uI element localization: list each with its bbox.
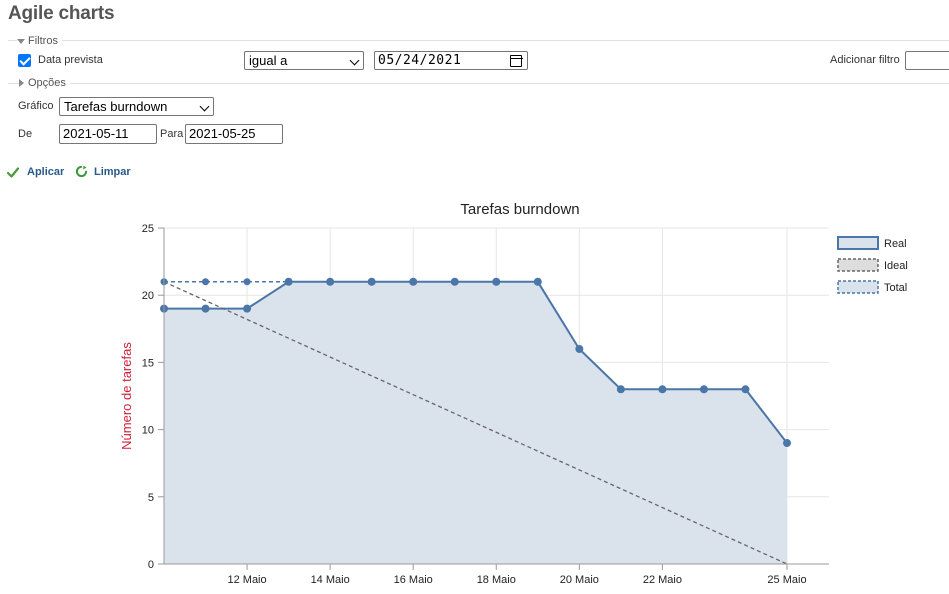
data-point-real <box>783 439 791 448</box>
data-point-total <box>285 278 293 286</box>
chart-title: Tarefas burndown <box>460 201 579 218</box>
grafico-label: Gráfico <box>18 100 54 112</box>
y-tick-label: 10 <box>142 425 154 437</box>
de-label: De <box>18 128 33 140</box>
y-tick-label: 20 <box>142 290 154 302</box>
date-to-value: 2021-05-25 <box>189 126 256 141</box>
data-point-real <box>492 277 501 286</box>
clear-link[interactable]: Limpar <box>94 166 131 178</box>
add-filter-select[interactable] <box>905 51 949 70</box>
para-label: Para <box>160 128 184 140</box>
series-line-real <box>164 280 788 444</box>
options-legend[interactable]: Opções <box>19 77 70 89</box>
y-tick-label: 25 <box>142 223 154 235</box>
date-from-input[interactable]: 2021-05-11 <box>59 124 157 144</box>
x-tick-label: 22 Maio <box>643 574 682 586</box>
chart-type-select[interactable]: Tarefas burndown <box>59 97 214 116</box>
filters-divider <box>8 40 949 41</box>
legend-label-total: Total <box>884 282 907 294</box>
apply-link[interactable]: Aplicar <box>27 166 65 178</box>
x-tick-label: 14 Maio <box>311 574 350 586</box>
data-prevista-label: Data prevista <box>38 54 103 66</box>
data-prevista-checkbox[interactable] <box>18 54 31 67</box>
legend-swatch-total <box>837 280 879 294</box>
x-tick-label: 12 Maio <box>227 574 266 586</box>
filters-legend[interactable]: Filtros <box>17 35 62 47</box>
options-divider <box>8 83 949 84</box>
x-tick-label: 16 Maio <box>394 574 433 586</box>
check-icon <box>7 167 19 178</box>
chart-lines-layer <box>163 280 788 565</box>
page-title: Agile charts <box>8 3 115 24</box>
data-point-real <box>616 385 625 394</box>
operator-select-value: igual a <box>249 53 288 68</box>
y-axis-label: Número de tarefas <box>119 342 134 450</box>
data-point-real <box>201 304 210 313</box>
chart-axes: 0 5 10 15 20 25 12 Maio 14 Maio 16 Maio 18 Maio 20… <box>142 223 829 586</box>
data-point-real <box>575 344 584 353</box>
data-point-real <box>699 385 708 394</box>
data-point-real <box>243 304 252 313</box>
x-tick-label: 18 Maio <box>477 574 516 586</box>
chart-legend: Real Ideal Total <box>837 236 908 294</box>
legend-swatch-real <box>837 236 879 250</box>
reload-icon <box>75 165 88 178</box>
add-filter-label: Adicionar filtro <box>830 54 900 66</box>
date-from-value: 2021-05-11 <box>63 126 129 141</box>
data-point-real <box>741 385 750 394</box>
collapse-arrow-icon <box>17 38 25 44</box>
x-tick-label: 20 Maio <box>560 574 599 586</box>
chart-points-layer <box>160 277 791 448</box>
y-tick-label: 5 <box>148 492 154 504</box>
options-legend-label: Opções <box>28 77 66 89</box>
data-point-real <box>450 277 459 286</box>
data-point-total <box>243 278 251 286</box>
data-point-real <box>326 277 335 286</box>
legend-label-real: Real <box>884 238 907 250</box>
legend-label-ideal: Ideal <box>884 260 908 272</box>
date-to-input[interactable]: 2021-05-25 <box>185 124 283 144</box>
data-point-real <box>658 385 667 394</box>
operator-select[interactable]: igual a <box>244 51 364 70</box>
y-tick-label: 15 <box>142 357 154 369</box>
date-input[interactable]: 05/24/2021 <box>374 51 528 70</box>
data-point-real <box>409 277 418 286</box>
data-point-real <box>533 277 542 286</box>
expand-arrow-icon <box>19 79 24 88</box>
x-tick-label: 25 Maio <box>767 574 806 586</box>
data-point-real <box>367 277 376 286</box>
filters-legend-label: Filtros <box>28 35 58 47</box>
date-input-value: 05/24/2021 <box>378 53 462 68</box>
y-tick-label: 0 <box>148 559 154 571</box>
legend-swatch-ideal <box>837 258 879 272</box>
chart-type-select-value: Tarefas burndown <box>64 99 168 114</box>
calendar-icon[interactable] <box>509 55 523 67</box>
series-line-ideal <box>163 281 788 565</box>
data-point-total <box>202 278 210 286</box>
